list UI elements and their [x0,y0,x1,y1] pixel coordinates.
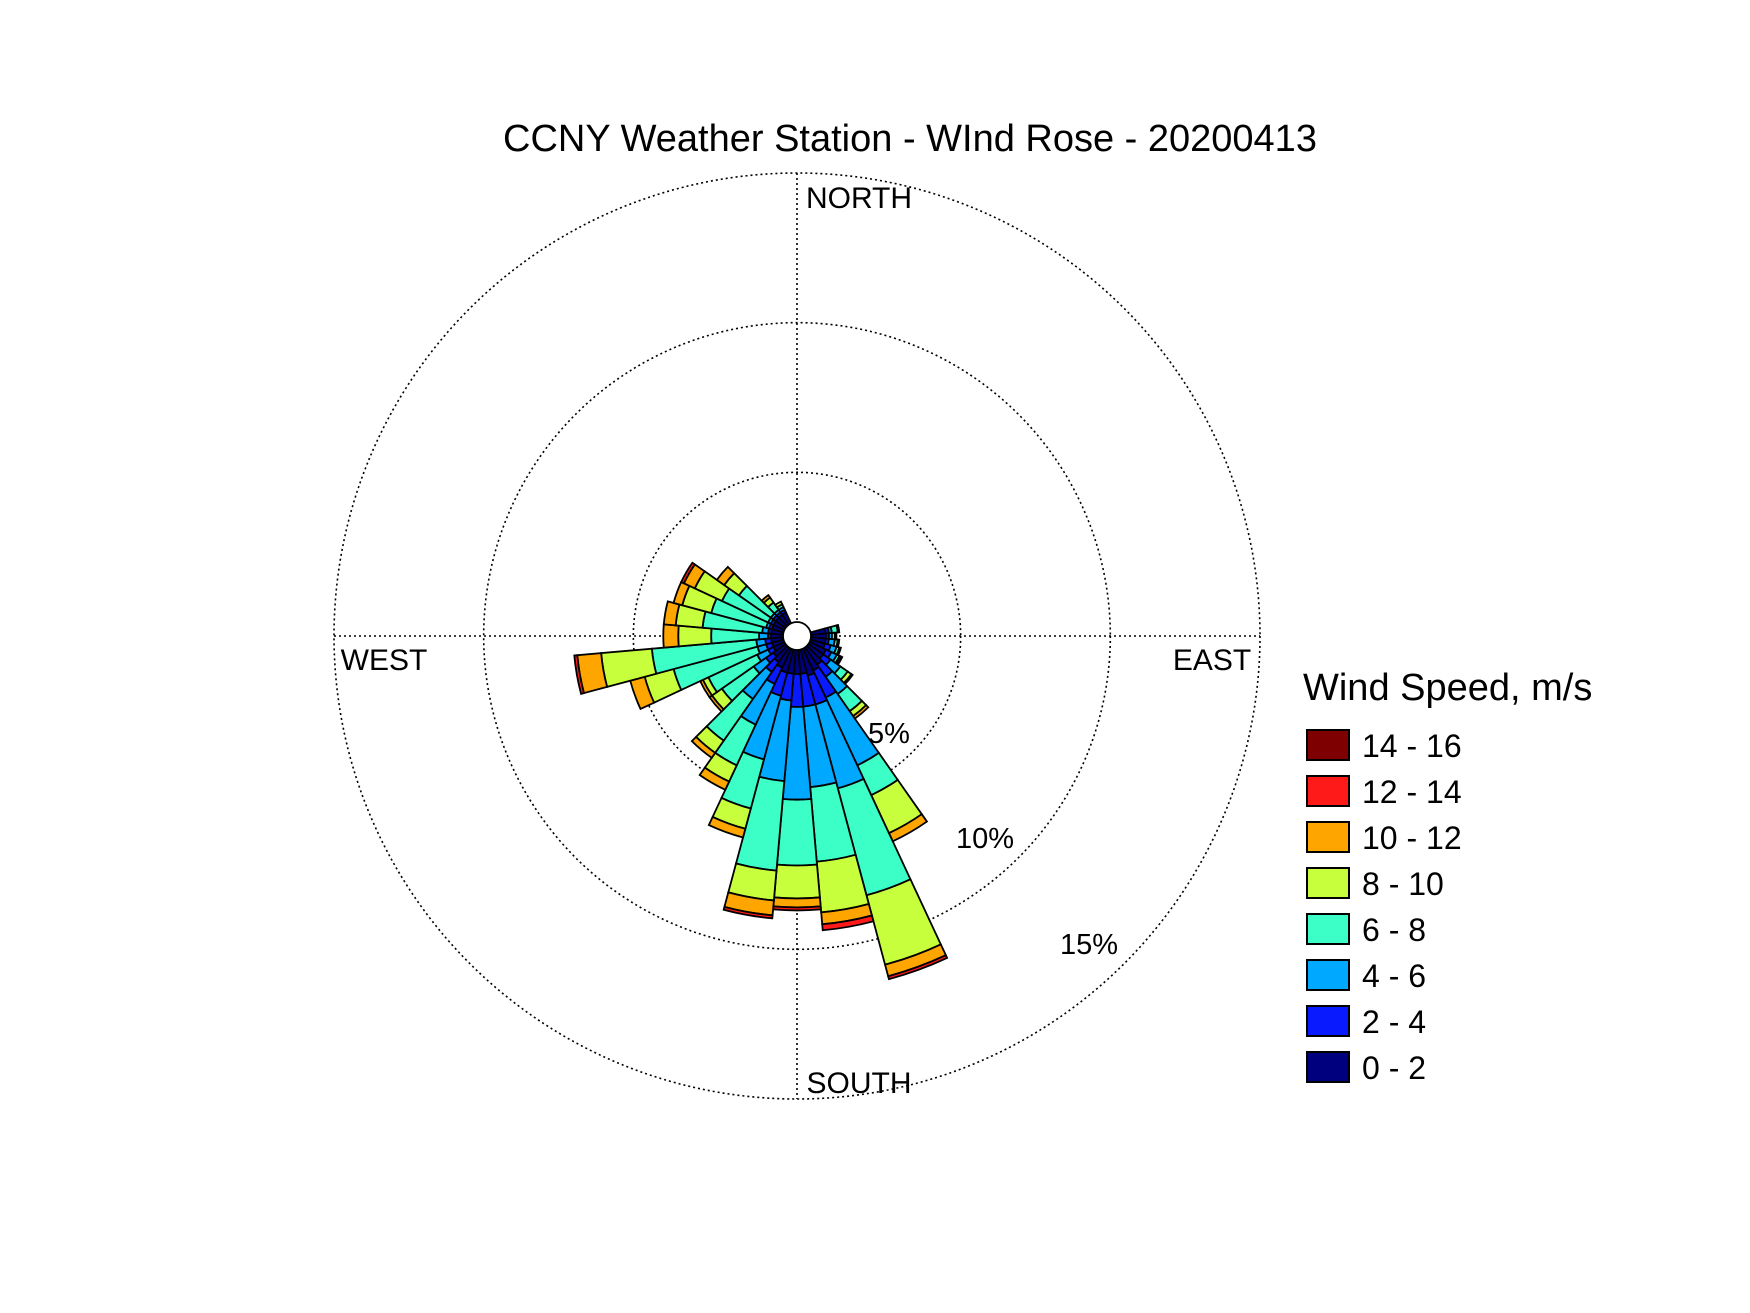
sector-180-bin-4 [773,863,821,900]
sector-160-bin-6 [887,954,949,981]
legend-swatch [1306,1051,1350,1083]
direction-label-north: NORTH [806,182,912,215]
sector-200-bin-5 [707,815,747,839]
sector-210-bin-5 [698,766,731,791]
sector-220-bin-5 [690,735,717,760]
legend-swatch [1306,959,1350,991]
sector-100 [809,636,841,649]
sector-220 [690,644,791,760]
legend-label: 2 - 4 [1362,1004,1426,1040]
chart-title: CCNY Weather Station - WInd Rose - 20200… [503,118,1317,160]
direction-label-west: WEST [341,644,428,677]
legend-title: Wind Speed, m/s [1303,667,1592,709]
sector-260 [573,636,785,695]
legend-label: 8 - 10 [1362,866,1444,902]
sector-280-bin-5 [662,600,681,627]
sector-180-bin-3 [776,798,818,867]
sector-110-bin-4 [835,646,842,657]
sector-280 [662,600,785,636]
ring-label-5: 5% [868,718,910,750]
legend-label: 6 - 8 [1362,912,1426,948]
sector-330-bin-4 [773,600,784,609]
sector-300-bin-6 [680,561,697,585]
legend-swatch [1306,1005,1350,1037]
legend-swatch [1306,867,1350,899]
sector-80-bin-4 [835,623,841,634]
sector-270-bin-5 [662,623,680,649]
sector-320-bin-5 [760,593,772,605]
ring-label-10: 10% [956,823,1014,855]
sector-330 [773,600,793,626]
sector-190-bin-6 [722,905,774,920]
legend-label: 12 - 14 [1362,774,1462,810]
sector-90-bin-4 [833,631,838,641]
sector-180-bin-6 [772,905,822,912]
legend-label: 14 - 16 [1362,728,1462,764]
sector-170-bin-6 [821,914,875,932]
sector-180-bin-5 [772,896,822,909]
ring-label-15: 15% [1060,929,1118,961]
sector-300 [680,561,787,632]
sector-310 [715,565,789,630]
legend-swatch [1306,729,1350,761]
sector-80 [809,623,841,636]
direction-label-east: EAST [1173,644,1251,677]
legend-label: 10 - 12 [1362,820,1462,856]
legend-swatch [1306,913,1350,945]
sector-160 [799,647,949,981]
legend-label: 0 - 2 [1362,1050,1426,1086]
center-hub [782,621,812,651]
sector-180 [772,648,822,912]
sector-190 [722,648,797,920]
sector-200 [707,647,795,839]
sector-100-bin-4 [835,638,841,649]
legend: Wind Speed, m/s 14 - 16 12 - 14 10 - 12 8 -… [1303,667,1592,1086]
wind-sectors [573,561,949,981]
sector-260-bin-6 [573,654,586,695]
legend-swatch [1306,775,1350,807]
sector-80-bin-0 [809,627,827,636]
sector-310-bin-5 [715,565,736,587]
direction-label-south: SOUTH [807,1067,912,1100]
sector-170 [797,648,875,932]
legend-label: 4 - 6 [1362,958,1426,994]
legend-swatch [1306,821,1350,853]
